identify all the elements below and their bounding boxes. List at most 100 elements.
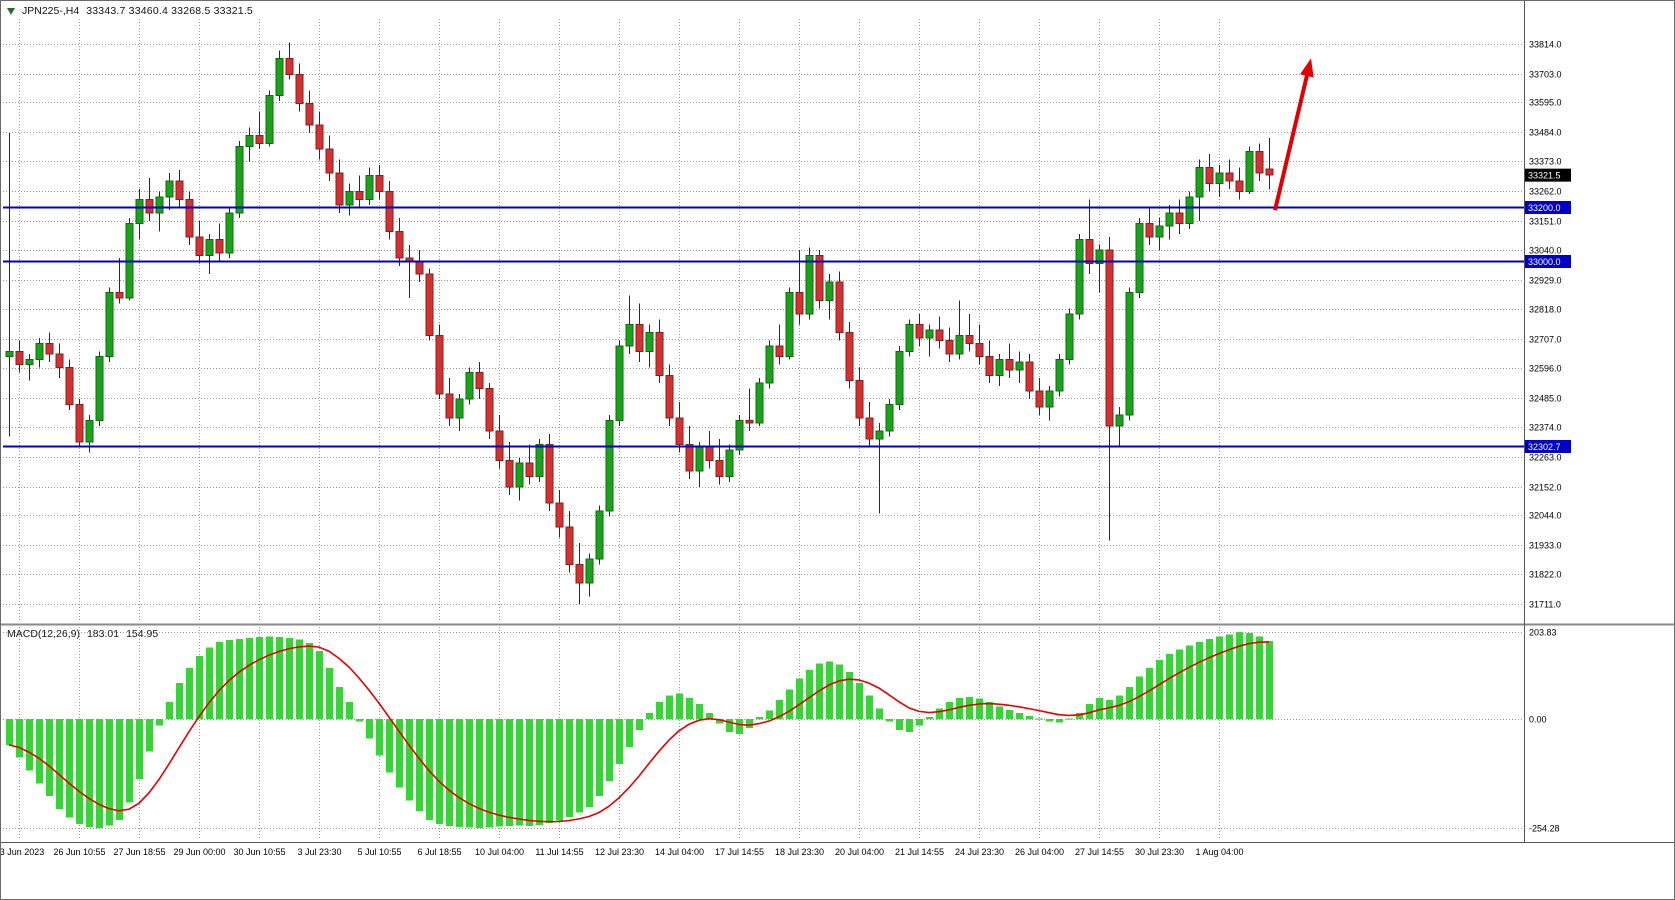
- candle-up: [275, 57, 284, 97]
- trend-arrow[interactable]: [1273, 69, 1311, 211]
- macd-bar: [596, 719, 603, 797]
- candle-up: [695, 446, 704, 472]
- macd-bar: [146, 719, 153, 752]
- macd-bar: [706, 712, 713, 720]
- candle-up: [1015, 361, 1024, 371]
- macd-bar: [446, 719, 453, 827]
- macd-axis-label: 203.83: [1529, 628, 1557, 638]
- candle-down: [795, 292, 804, 315]
- macd-bar: [66, 719, 73, 818]
- candle-down: [315, 124, 324, 150]
- macd-bar: [1126, 687, 1133, 720]
- macd-bar: [1056, 719, 1063, 723]
- candle-down: [295, 73, 304, 105]
- candle-down: [325, 148, 334, 174]
- trend-arrow-head[interactable]: [1300, 58, 1314, 78]
- candle-up: [5, 350, 14, 358]
- macd-bar: [1236, 632, 1243, 720]
- candle-down: [115, 292, 124, 299]
- price-axis-label: 32263.0: [1529, 453, 1562, 463]
- candle-up: [645, 332, 654, 352]
- time-axis-label: 14 Jul 04:00: [655, 847, 704, 857]
- candle-up: [905, 324, 914, 352]
- candle-up: [895, 350, 904, 406]
- chart-canvas[interactable]: 33814.0 33703.0 33595.0 33484.0 33373.0 33262…: [1, 1, 1675, 863]
- macd-bar: [806, 670, 813, 720]
- macd-bar: [286, 637, 293, 720]
- hline-price-tag-label: 33200.0: [1528, 203, 1561, 213]
- candle-down: [425, 273, 434, 336]
- macd-bar: [916, 719, 923, 726]
- macd-bar: [586, 719, 593, 807]
- candle-up: [135, 199, 144, 224]
- macd-bar: [746, 719, 753, 728]
- candle-down: [75, 404, 84, 443]
- candle-down: [485, 388, 494, 432]
- candle-up: [785, 292, 794, 358]
- macd-bar: [716, 719, 723, 724]
- macd-bar: [516, 719, 523, 826]
- macd-bar: [736, 719, 743, 735]
- macd-bar: [416, 719, 423, 812]
- time-axis-label: 12 Jul 23:30: [595, 847, 644, 857]
- macd-bar: [1036, 718, 1043, 720]
- candle-up: [1065, 313, 1074, 360]
- macd-bar: [1216, 636, 1223, 720]
- macd-bar: [766, 710, 773, 720]
- macd-bar: [496, 719, 503, 827]
- candle-up: [1095, 249, 1104, 264]
- macd-bar: [936, 708, 943, 720]
- macd-bar: [626, 719, 633, 748]
- time-axis-label: 26 Jul 04:00: [1015, 847, 1064, 857]
- ohlc-values: 33343.7 33460.4 33268.5 33321.5: [86, 5, 253, 17]
- candle-up: [825, 281, 834, 302]
- macd-signal-line[interactable]: [8, 641, 1270, 823]
- macd-name: MACD(12,26,9): [7, 628, 80, 640]
- macd-bar: [886, 719, 893, 722]
- macd-bar: [546, 719, 553, 824]
- candle-up: [625, 324, 634, 347]
- macd-bar: [166, 702, 173, 720]
- candle-down: [1255, 151, 1264, 174]
- candle-up: [1045, 390, 1054, 408]
- candle-down: [565, 526, 574, 565]
- candle-up: [235, 145, 244, 214]
- macd-bar: [436, 719, 443, 825]
- candle-down: [945, 340, 954, 355]
- macd-bar: [956, 697, 963, 720]
- macd-bar: [946, 702, 953, 720]
- candle-up: [1185, 196, 1194, 224]
- macd-bar: [276, 637, 283, 720]
- macd-bar: [246, 637, 253, 720]
- symbol-dropdown-icon[interactable]: [7, 7, 15, 15]
- time-axis-label: 30 Jul 23:30: [1135, 847, 1184, 857]
- candle-up: [515, 462, 524, 488]
- macd-bar: [686, 697, 693, 720]
- candle-up: [25, 358, 34, 366]
- candle-up: [925, 329, 934, 339]
- candle-down: [815, 254, 824, 302]
- candle-up: [265, 95, 274, 145]
- macd-bar: [1136, 676, 1143, 720]
- macd-bar: [1256, 636, 1263, 720]
- price-axis-label: 33151.0: [1529, 217, 1562, 227]
- candle-down: [965, 334, 974, 344]
- macd-bar: [856, 682, 863, 720]
- macd-bar: [156, 719, 163, 726]
- candle-up: [995, 358, 1004, 376]
- candle-down: [685, 443, 694, 472]
- time-axis-label: 27 Jul 14:55: [1075, 847, 1124, 857]
- macd-bar: [266, 636, 273, 720]
- macd-bar: [1116, 695, 1123, 720]
- candle-down: [975, 342, 984, 358]
- macd-bar: [1066, 718, 1073, 720]
- candle-down: [1005, 358, 1014, 371]
- candle-up: [805, 254, 814, 315]
- candle-up: [535, 443, 544, 477]
- macd-histogram: [6, 632, 1273, 828]
- macd-bar: [796, 678, 803, 720]
- macd-bar: [676, 693, 683, 720]
- macd-bar: [1196, 642, 1203, 720]
- candle-up: [615, 345, 624, 422]
- candle-down: [705, 446, 714, 461]
